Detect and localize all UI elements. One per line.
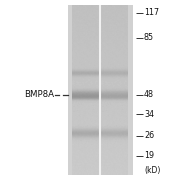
Text: 26: 26 [144,131,154,140]
Bar [68,5,133,175]
Text: 117: 117 [144,8,159,17]
Text: 48: 48 [144,90,154,99]
Text: 19: 19 [144,151,154,160]
Text: 34: 34 [144,110,154,119]
Text: BMP8A: BMP8A [24,90,54,99]
Text: (kD): (kD) [144,166,160,175]
Text: 85: 85 [144,33,154,42]
